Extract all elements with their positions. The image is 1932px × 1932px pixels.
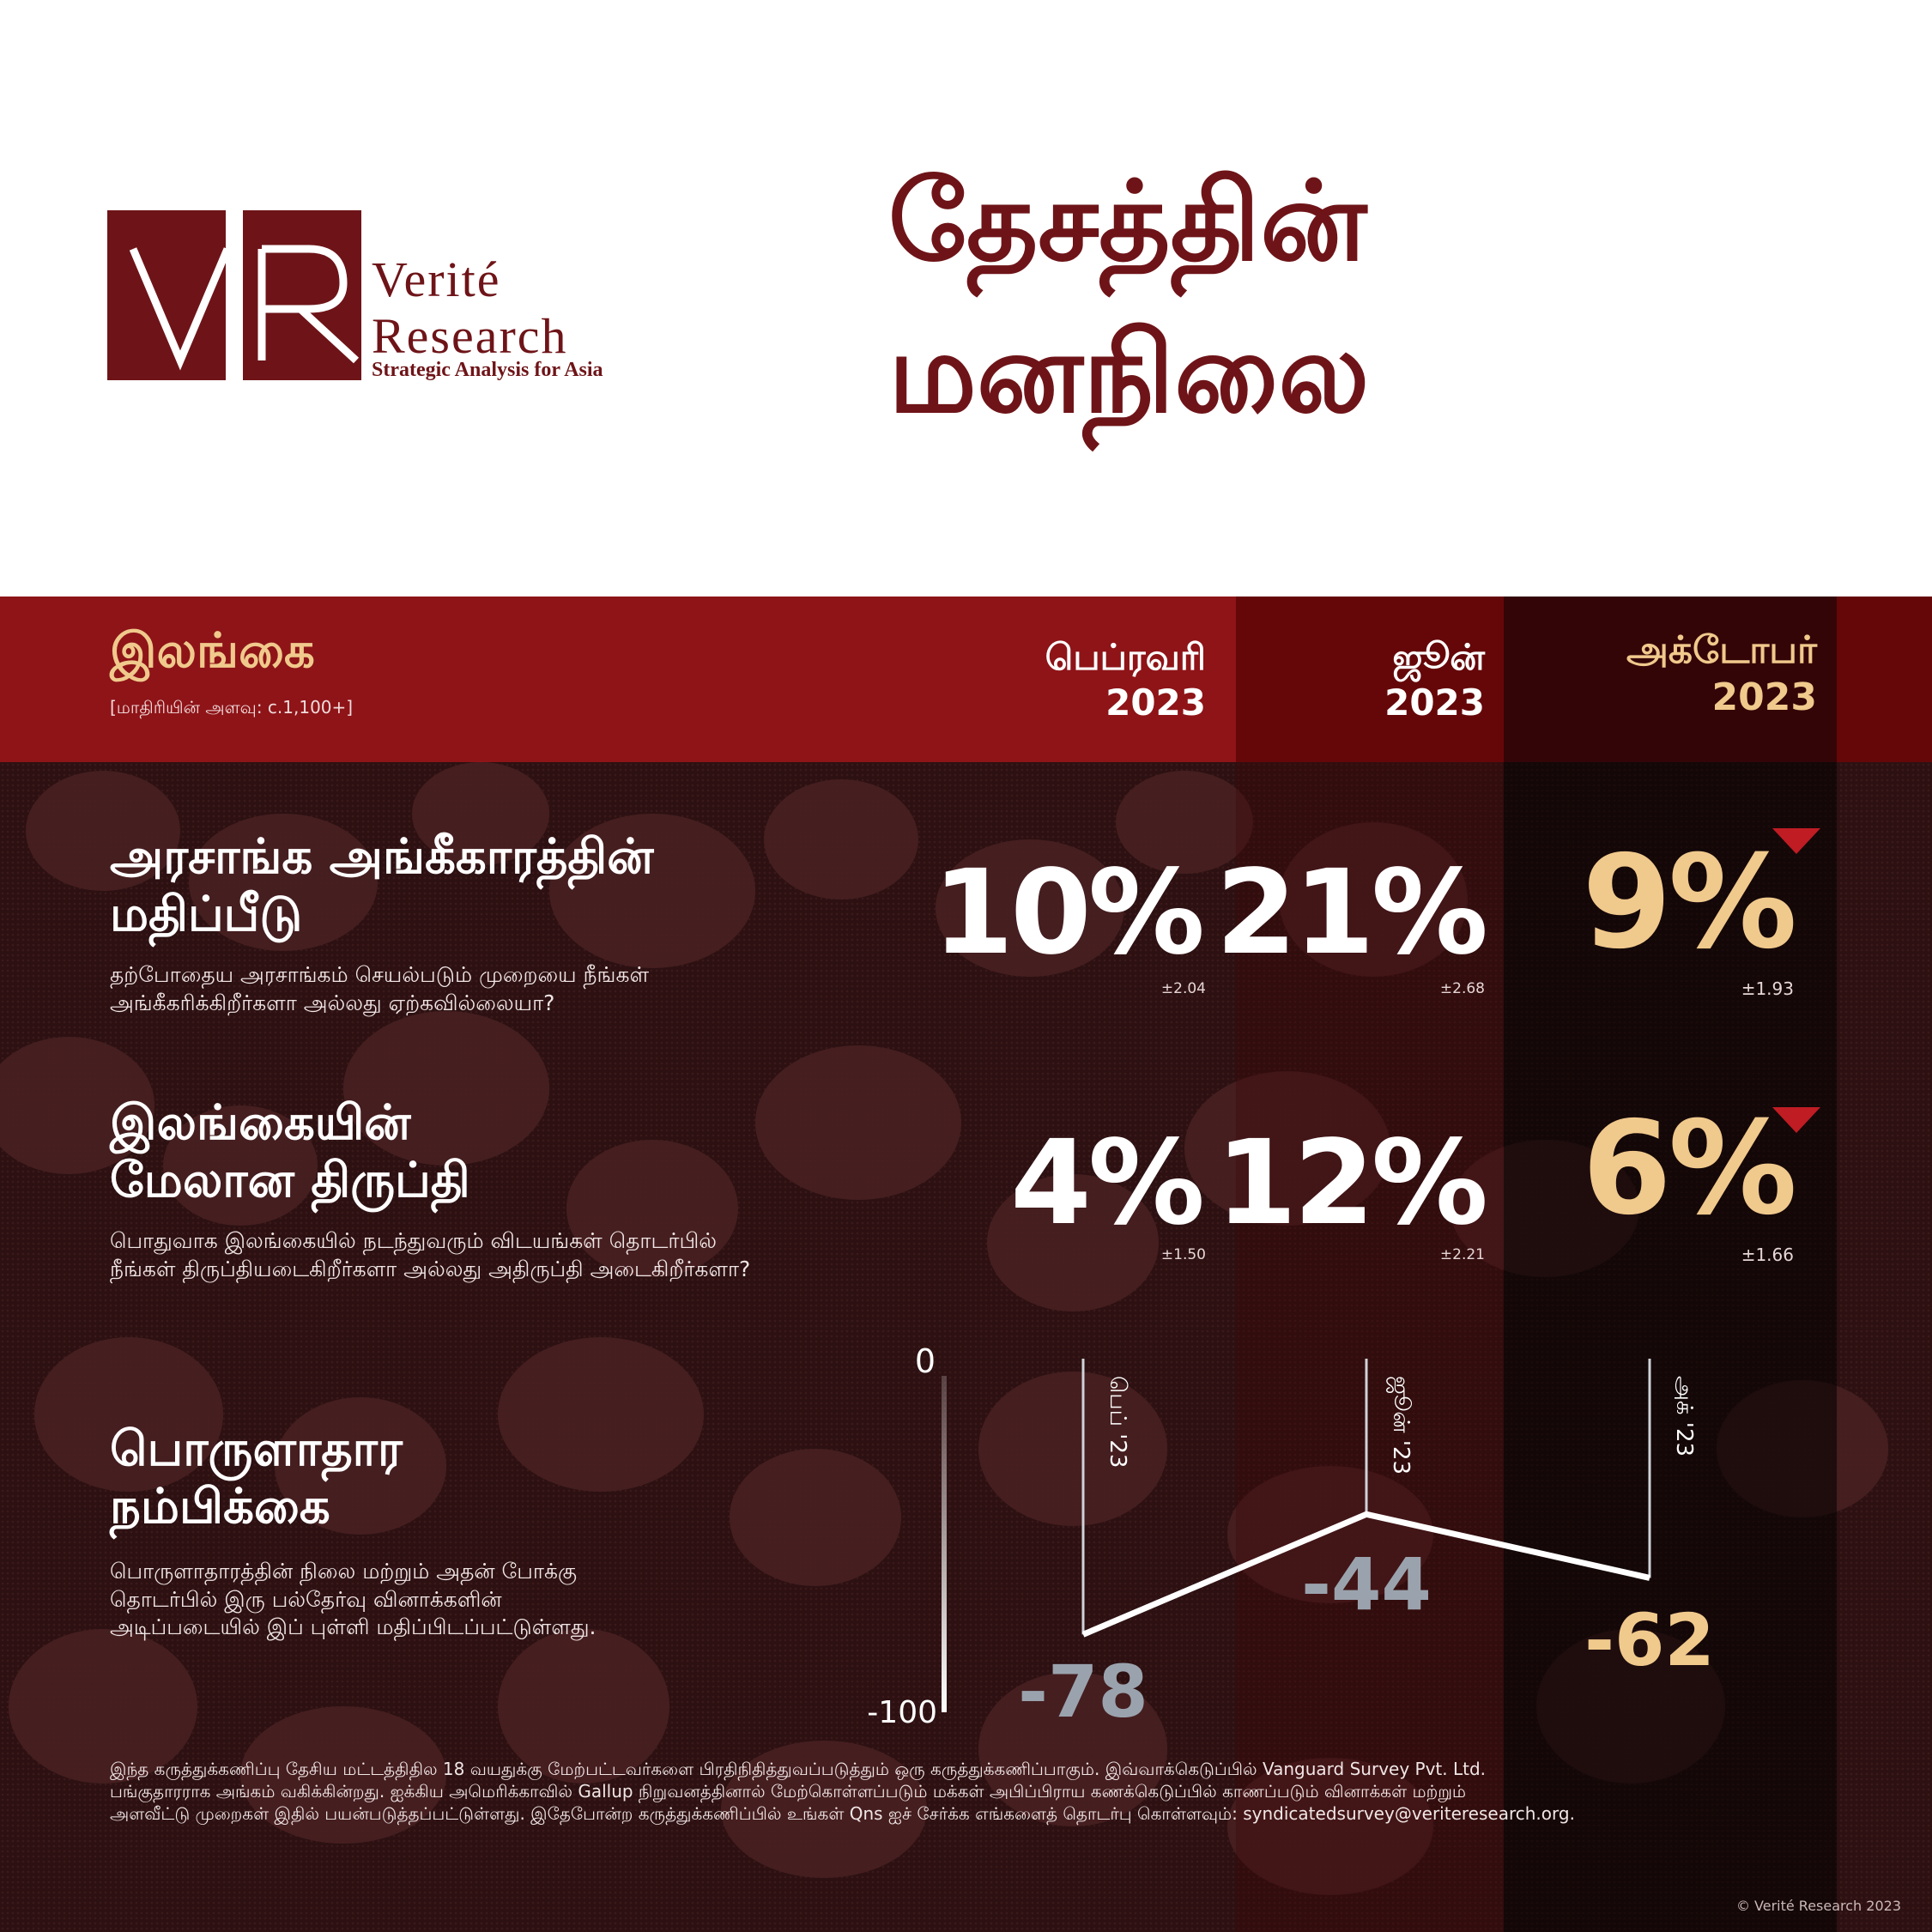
question-desc-line: நீங்கள் திருப்தியடைகிறீர்களா அல்லது அதிர… [110,1256,751,1281]
footer-line: அளவீட்டு முறைகள் இதில் பயன்படுத்தப்பட்டு… [110,1803,1575,1824]
june-column-shade [1236,762,1504,1932]
x-tick-label: பெப் '23 [1105,1376,1130,1468]
header: Verité Research Strategic Analysis for A… [0,0,1932,597]
column-year: 2023 [1711,675,1817,719]
question-desc-line: பொதுவாக இலங்கையில் நடந்துவரும் விடயங்கள்… [110,1228,718,1253]
q2-value-feb: 4% [1010,1116,1205,1251]
question-2-description: பொதுவாக இலங்கையில் நடந்துவரும் விடயங்கள்… [110,1227,750,1283]
october-column-shade [1504,762,1837,1932]
sample-size: [மாதிரியின் அளவு: c.1,100+] [110,697,354,718]
x-tick-label: அக் '23 [1671,1376,1697,1457]
question-1-description: தற்போதைய அரசாங்கம் செயல்படும் முறையை நீங… [110,961,649,1017]
brand-tagline: Strategic Analysis for Asia [372,359,603,381]
q1-moe-jun: ±2.68 [1439,980,1485,997]
data-label: -78 [1018,1650,1148,1734]
column-month: பெப்ரவரி [1045,636,1206,678]
data-label: -44 [1301,1542,1432,1626]
column-month: அக்டோபர் [1626,628,1817,672]
page-title-line1: தேசத்தின் [888,158,1367,286]
question-title-line: மதிப்பீடு [110,887,303,943]
footer-line: பங்குதாரராக அங்கம் வகிக்கின்றது. ஐக்கிய … [110,1781,1466,1802]
band-right-edge [1837,597,1932,762]
y-tick-label: -100 [867,1695,937,1730]
q2-value-jun: 12% [1215,1116,1488,1251]
footer-line: இந்த கருத்துக்கணிப்பு தேசிய மட்டத்திதில … [110,1759,1487,1779]
question-desc-line: தற்போதைய அரசாங்கம் செயல்படும் முறையை நீங… [110,962,650,987]
band-october-column [1504,597,1837,762]
economic-confidence-title: பொருளாதார நம்பிக்கை [110,1420,403,1535]
q1-value-feb: 10% [932,845,1205,981]
column-year: 2023 [1105,681,1206,724]
data-label: -62 [1584,1598,1715,1682]
q2-moe-oct: ±1.66 [1741,1245,1794,1265]
question-desc-line: அங்கீகரிக்கிறீர்களா அல்லது ஏற்கவில்லையா? [110,990,555,1015]
q1-value-oct: 9% [1582,828,1797,978]
footer-note: இந்த கருத்துக்கணிப்பு தேசிய மட்டத்திதில … [110,1758,1826,1825]
column-month: ஜூன் [1392,636,1485,678]
series-line [1081,1511,1650,1638]
question-desc-line: பொருளாதாரத்தின் நிலை மற்றும் அதன் போக்கு [110,1559,578,1584]
x-tick-label: ஜூன் '23 [1386,1376,1414,1475]
question-title-line: மேலான திருப்தி [110,1153,470,1209]
question-2-title: இலங்கையின் மேலான திருப்தி [110,1094,470,1209]
q2-value-oct: 6% [1582,1094,1797,1244]
question-desc-line: தொடர்பில் இரு பல்தேர்வு வினாக்களின் [110,1586,502,1612]
brand-name-line1: Verité [372,251,501,307]
q1-moe-oct: ±1.93 [1741,978,1794,999]
question-title-line: நம்பிக்கை [110,1479,330,1535]
question-title-line: அரசாங்க அங்கீகாரத்தின் [110,829,654,885]
economic-confidence-description: பொருளாதாரத்தின் நிலை மற்றும் அதன் போக்கு… [110,1558,596,1642]
column-header-jun: ஜூன் 2023 [1236,635,1485,725]
q1-moe-feb: ±2.04 [1160,980,1206,997]
brand-name-line2: Research [372,308,568,364]
main-panel [0,762,1932,1932]
copyright: © Verité Research 2023 [1735,1898,1901,1914]
decrease-triangle-icon [1772,828,1820,854]
y-tick-label: 0 [915,1342,936,1380]
question-1-title: அரசாங்க அங்கீகாரத்தின் மதிப்பீடு [110,828,654,943]
question-title-line: இலங்கையின் [110,1095,411,1151]
band-june-column [1236,597,1504,762]
page-title-line2: மனநிலை [888,310,1370,438]
y-axis-line [942,1376,947,1712]
question-title-line: பொருளாதார [110,1421,403,1477]
q2-moe-feb: ±1.50 [1160,1246,1206,1263]
q2-moe-jun: ±2.21 [1439,1246,1485,1263]
question-desc-line: அடிப்படையில் இப் புள்ளி மதிப்பிடப்பட்டுள… [110,1614,597,1639]
column-header-feb: பெப்ரவரி 2023 [867,635,1206,725]
decrease-triangle-icon [1772,1107,1820,1133]
verite-research-logo [107,210,361,380]
country-label: இலங்கை [110,623,315,679]
column-header-oct: அக்டோபர் 2023 [1504,627,1817,721]
q1-value-jun: 21% [1215,845,1488,981]
column-year: 2023 [1384,681,1485,724]
